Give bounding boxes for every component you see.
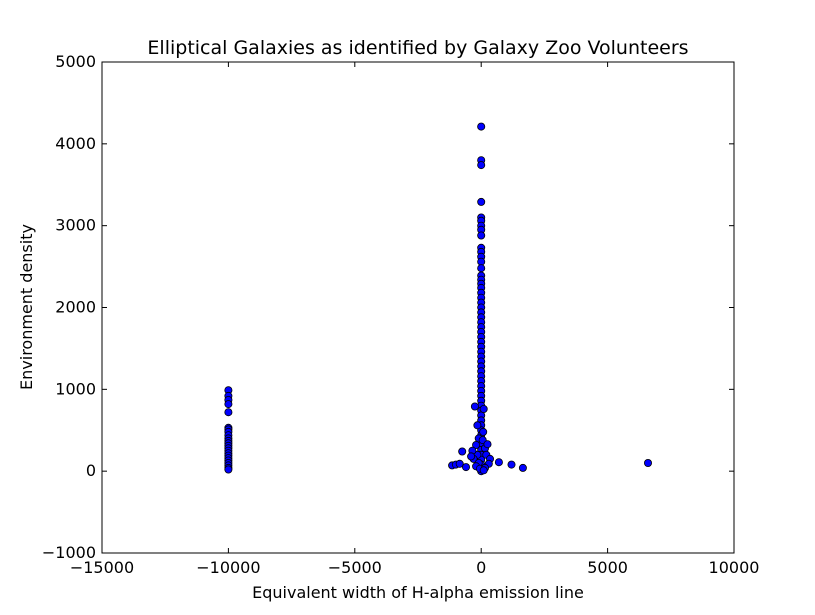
data-point [472, 440, 481, 449]
data-points [224, 122, 653, 476]
data-point [458, 447, 467, 456]
x-tick-label: 5000 [587, 558, 628, 577]
data-point [494, 458, 503, 467]
data-point [644, 458, 653, 467]
data-point [455, 459, 464, 468]
x-tick-label: −15000 [70, 558, 134, 577]
y-tick-label: 3000 [55, 216, 96, 235]
y-tick-label: 4000 [55, 134, 96, 153]
data-point [479, 404, 488, 413]
y-tick-labels: −1000 0 1000 2000 3000 4000 5000 [42, 52, 96, 562]
x-tick-labels: −15000 −10000 −5000 0 5000 10000 [70, 558, 760, 577]
x-axis-label: Equivalent width of H-alpha emission lin… [252, 583, 584, 602]
y-tick-label: 5000 [55, 52, 96, 71]
data-point [477, 231, 486, 240]
data-point [224, 408, 233, 417]
y-tick-label: 0 [86, 461, 96, 480]
x-tick-label: 10000 [709, 558, 760, 577]
y-tick-label: 2000 [55, 298, 96, 317]
data-point [467, 452, 476, 461]
data-point [518, 463, 527, 472]
y-axis-label: Environment density [17, 224, 36, 390]
data-point [461, 463, 470, 472]
data-point [479, 466, 488, 475]
y-tick-label: 1000 [55, 379, 96, 398]
chart-title: Elliptical Galaxies as identified by Gal… [147, 37, 688, 59]
x-tick-label: −5000 [328, 558, 382, 577]
plot-area-frame [101, 61, 735, 554]
data-point [224, 400, 233, 409]
data-point [470, 402, 479, 411]
y-tick-label: −1000 [42, 543, 96, 562]
data-point [477, 161, 486, 170]
data-point [479, 427, 488, 436]
axis-ticks [101, 61, 735, 554]
data-point [477, 197, 486, 206]
x-tick-label: 0 [476, 558, 486, 577]
data-point [477, 122, 486, 131]
data-point [473, 421, 482, 430]
data-point [224, 465, 233, 474]
x-tick-label: −10000 [196, 558, 260, 577]
data-point [477, 264, 486, 273]
data-point [483, 440, 492, 449]
data-point [507, 460, 516, 469]
